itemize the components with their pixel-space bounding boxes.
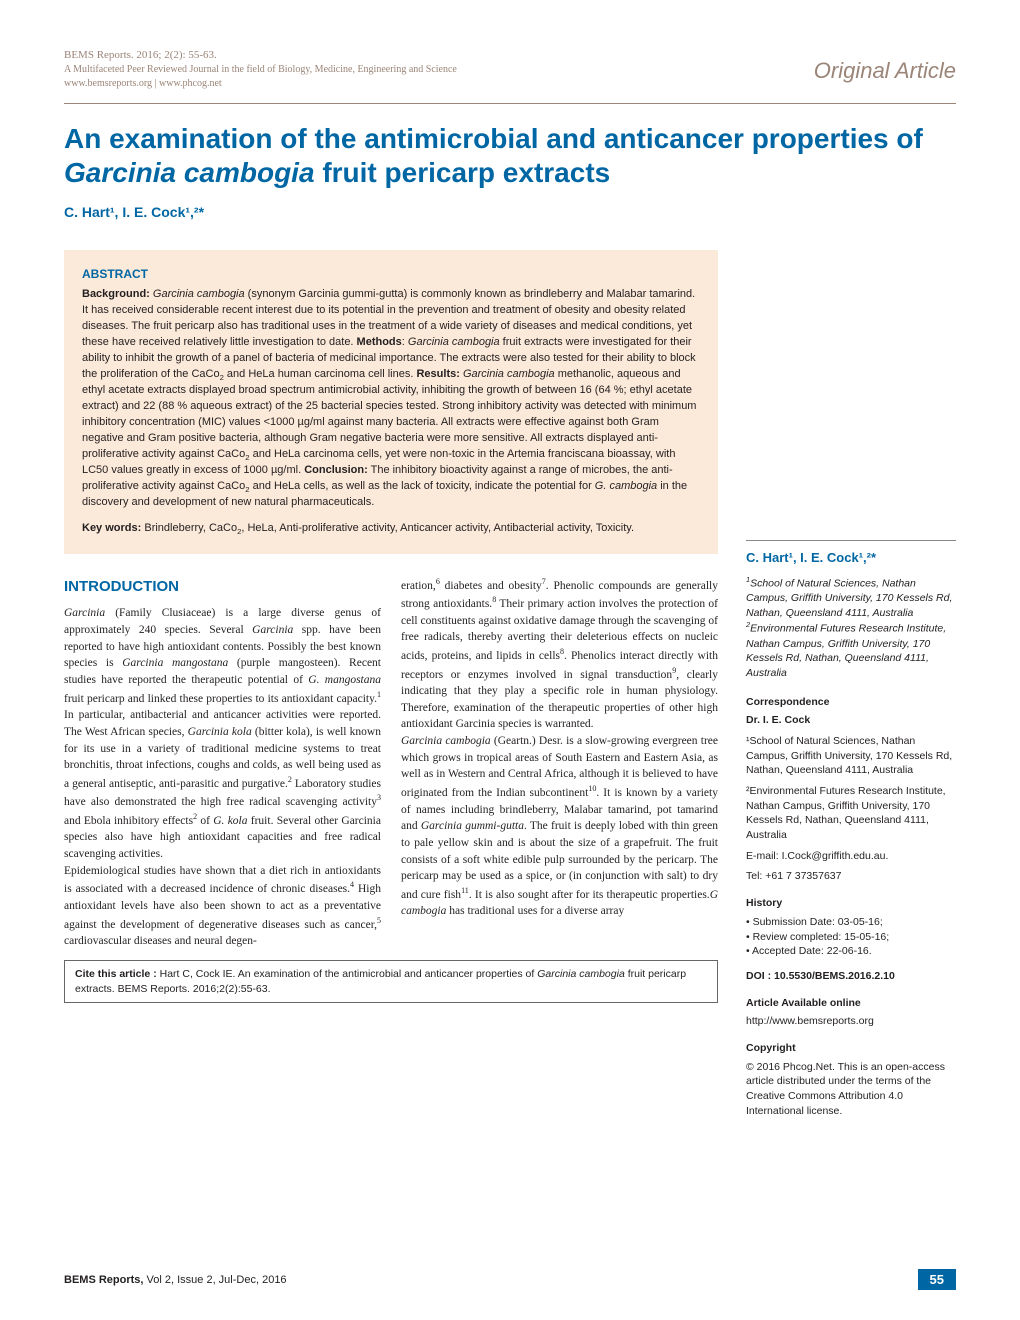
page-footer: BEMS Reports, Vol 2, Issue 2, Jul-Dec, 2… bbox=[64, 1269, 956, 1290]
footer-page-number: 55 bbox=[918, 1269, 956, 1290]
correspondence-addr2: ²Environmental Futures Research Institut… bbox=[746, 784, 956, 843]
article-type: Original Article bbox=[814, 58, 956, 84]
available-online-heading: Article Available online bbox=[746, 996, 956, 1011]
copyright-heading: Copyright bbox=[746, 1041, 956, 1056]
intro-heading: INTRODUCTION bbox=[64, 576, 381, 598]
history-item: Submission Date: 03-05-16; bbox=[746, 915, 956, 930]
title-italic: Garcinia cambogia bbox=[64, 157, 315, 188]
main-column: ABSTRACT Background: Garcinia cambogia (… bbox=[64, 250, 718, 1125]
doi-line: DOI : 10.5530/BEMS.2016.2.10 bbox=[746, 969, 956, 984]
copyright-text: © 2016 Phcog.Net. This is an open-access… bbox=[746, 1060, 956, 1119]
footer-journal-info: BEMS Reports, Vol 2, Issue 2, Jul-Dec, 2… bbox=[64, 1274, 287, 1286]
content-wrap: ABSTRACT Background: Garcinia cambogia (… bbox=[64, 250, 956, 1125]
history-item: Accepted Date: 22-06-16. bbox=[746, 944, 956, 959]
abstract-keywords: Key words: Brindleberry, CaCo2, HeLa, An… bbox=[82, 521, 700, 537]
intro-columns: INTRODUCTION Garcinia (Family Clusiaceae… bbox=[64, 576, 718, 950]
authors-line: C. Hart¹, I. E. Cock¹,²* bbox=[64, 204, 956, 220]
intro-col-1: INTRODUCTION Garcinia (Family Clusiaceae… bbox=[64, 576, 381, 950]
sidebar-column: C. Hart¹, I. E. Cock¹,²* 1School of Natu… bbox=[746, 250, 956, 1125]
abstract-box: ABSTRACT Background: Garcinia cambogia (… bbox=[64, 250, 718, 554]
intro-text-1: Garcinia (Family Clusiaceae) is a large … bbox=[64, 605, 381, 949]
sidebar-affiliations: 1School of Natural Sciences, Nathan Camp… bbox=[746, 575, 956, 681]
available-online-url: http://www.bemsreports.org bbox=[746, 1014, 956, 1029]
history-heading: History bbox=[746, 896, 956, 911]
cite-this-article-box: Cite this article : Hart C, Cock IE. An … bbox=[64, 960, 718, 1003]
correspondence-heading: Correspondence bbox=[746, 695, 956, 710]
title-post: fruit pericarp extracts bbox=[315, 157, 611, 188]
abstract-body: Background: Garcinia cambogia (synonym G… bbox=[82, 287, 700, 511]
history-item: Review completed: 15-05-16; bbox=[746, 930, 956, 945]
article-title: An examination of the antimicrobial and … bbox=[64, 122, 956, 189]
footer-journal-name: BEMS Reports, bbox=[64, 1274, 143, 1286]
correspondence-tel: Tel: +61 7 37357637 bbox=[746, 869, 956, 884]
header-divider bbox=[64, 103, 956, 104]
title-pre: An examination of the antimicrobial and … bbox=[64, 123, 923, 154]
abstract-heading: ABSTRACT bbox=[82, 266, 700, 283]
correspondence-name: Dr. I. E. Cock bbox=[746, 713, 956, 728]
intro-text-2: eration,6 diabetes and obesity7. Phenoli… bbox=[401, 576, 718, 920]
history-list: Submission Date: 03-05-16; Review comple… bbox=[746, 915, 956, 959]
intro-col-2: eration,6 diabetes and obesity7. Phenoli… bbox=[401, 576, 718, 950]
correspondence-email: E-mail: I.Cock@griffith.edu.au. bbox=[746, 849, 956, 864]
correspondence-addr1: ¹School of Natural Sciences, Nathan Camp… bbox=[746, 734, 956, 778]
footer-issue: Vol 2, Issue 2, Jul-Dec, 2016 bbox=[143, 1274, 286, 1286]
sidebar-authors: C. Hart¹, I. E. Cock¹,²* bbox=[746, 540, 956, 567]
